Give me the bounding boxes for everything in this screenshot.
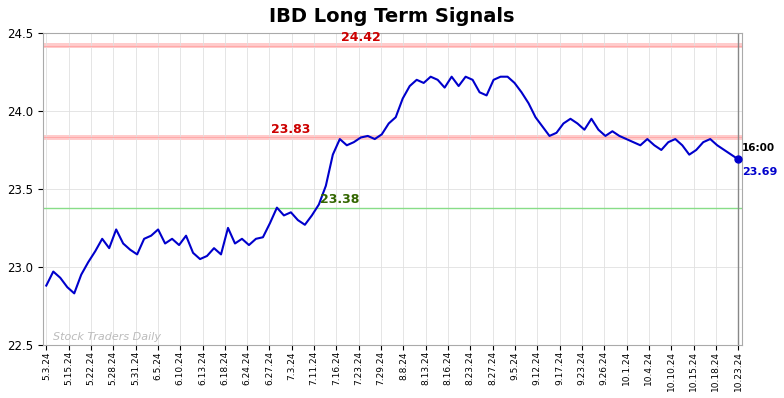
Text: 24.42: 24.42 [341,31,381,44]
Text: 23.69: 23.69 [742,167,777,177]
Text: 23.83: 23.83 [271,123,310,136]
Title: IBD Long Term Signals: IBD Long Term Signals [270,7,515,26]
Bar [43,43,742,48]
Text: 23.38: 23.38 [320,193,360,206]
Text: 16:00: 16:00 [742,143,775,153]
Text: Stock Traders Daily: Stock Traders Daily [53,332,162,342]
Bar [43,135,742,140]
